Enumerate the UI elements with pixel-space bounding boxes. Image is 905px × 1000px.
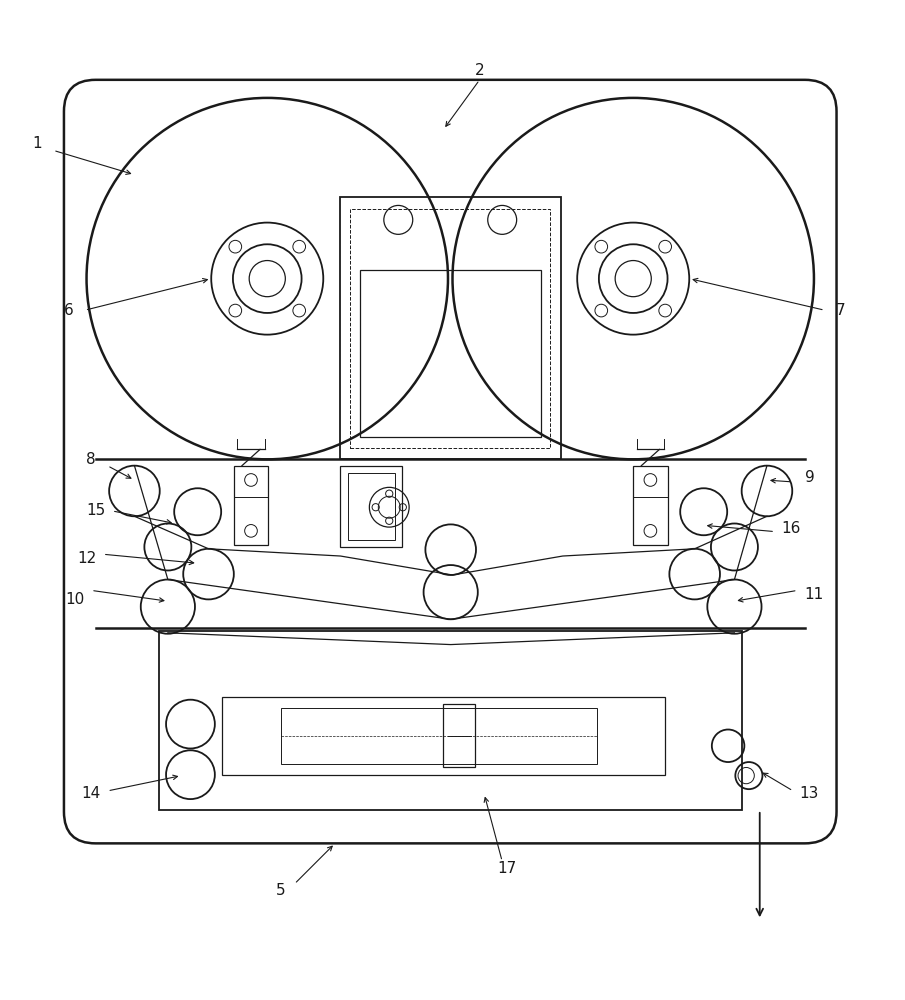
Bar (350, 209, 550, 448)
Text: 14: 14 (81, 786, 100, 801)
Text: 7: 7 (836, 303, 846, 318)
Text: 9: 9 (805, 470, 814, 485)
Text: 5: 5 (276, 883, 286, 898)
Text: 1: 1 (32, 136, 42, 151)
Bar (222, 697, 665, 775)
Bar (158, 631, 742, 810)
Text: 12: 12 (77, 551, 96, 566)
Text: 2: 2 (475, 63, 484, 78)
Bar (281, 708, 597, 764)
Text: 17: 17 (497, 861, 517, 876)
Bar (348, 473, 395, 540)
Bar (233, 466, 268, 545)
Text: 8: 8 (86, 452, 96, 467)
Text: 6: 6 (63, 303, 73, 318)
Text: 10: 10 (65, 592, 84, 607)
Bar (634, 466, 668, 545)
Text: 15: 15 (86, 503, 105, 518)
Text: 16: 16 (782, 521, 801, 536)
Bar (339, 197, 561, 459)
Bar (443, 704, 475, 767)
Bar (360, 270, 541, 437)
Text: 11: 11 (805, 587, 824, 602)
Text: 13: 13 (800, 786, 819, 801)
Bar (340, 466, 402, 547)
